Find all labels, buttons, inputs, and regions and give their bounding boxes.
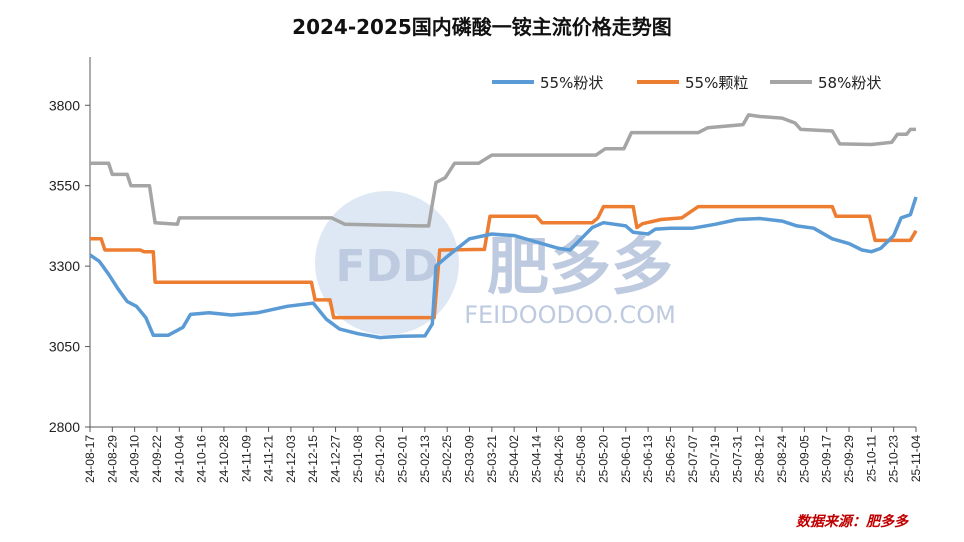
y-tick-label: 3050 xyxy=(49,339,80,355)
x-tick-label: 25-04-14 xyxy=(529,435,543,483)
x-tick-label: 25-01-08 xyxy=(351,435,365,483)
x-tick-label: 25-07-19 xyxy=(708,435,722,483)
x-tick-label: 25-02-01 xyxy=(396,435,410,483)
x-tick-label: 25-08-24 xyxy=(775,435,789,483)
x-tick-label: 25-06-25 xyxy=(663,435,677,483)
watermark: FDD 肥多多 FEIDOODOO.COM xyxy=(315,191,676,335)
x-tick-label: 25-08-12 xyxy=(753,435,767,483)
x-tick-label: 24-11-09 xyxy=(239,435,253,482)
x-tick-label: 24-10-04 xyxy=(172,435,186,483)
y-tick-label: 3300 xyxy=(49,258,80,274)
x-tick-label: 25-10-23 xyxy=(887,435,901,483)
y-tick-label: 3550 xyxy=(49,178,80,194)
series-line-1 xyxy=(89,196,918,340)
watermark-brand-url: FEIDOODOO.COM xyxy=(464,301,676,329)
legend-label-2: 55%颗粒 xyxy=(685,74,748,92)
x-tick-label: 24-11-21 xyxy=(262,435,276,482)
x-tick-label: 24-12-15 xyxy=(306,435,320,483)
x-tick-label: 25-01-20 xyxy=(373,435,387,483)
x-tick-label: 25-04-02 xyxy=(507,435,521,483)
series-line-3 xyxy=(90,113,916,228)
y-tick-label: 2800 xyxy=(49,419,80,435)
source-note: 数据来源：肥多多 xyxy=(796,513,909,530)
x-tick-label: 25-03-09 xyxy=(463,435,477,483)
x-tick-label: 24-10-16 xyxy=(195,435,209,483)
x-tick-label: 25-06-01 xyxy=(619,435,633,483)
x-tick-label: 25-06-13 xyxy=(641,435,655,483)
x-tick-label: 25-07-31 xyxy=(730,435,744,483)
x-tick-label: 24-10-28 xyxy=(217,435,231,483)
x-tick-label: 24-08-29 xyxy=(105,435,119,483)
x-tick-label: 25-09-29 xyxy=(842,435,856,483)
y-tick-label: 3800 xyxy=(49,97,80,113)
x-tick-label: 24-08-17 xyxy=(83,435,97,483)
x-tick-label: 25-03-21 xyxy=(485,435,499,483)
x-tick-label: 25-10-11 xyxy=(864,435,878,482)
legend: 55%粉状 55%颗粒 58%粉状 xyxy=(492,74,881,92)
legend-label-1: 55%粉状 xyxy=(540,74,603,92)
chart-title: 2024-2025国内磷酸一铵主流价格走势图 xyxy=(292,15,672,39)
watermark-logo-text: FDD xyxy=(335,241,438,292)
x-tick-label: 25-09-17 xyxy=(820,435,834,483)
x-tick-label: 25-04-26 xyxy=(552,435,566,483)
x-tick-label: 25-02-25 xyxy=(440,435,454,483)
legend-label-3: 58%粉状 xyxy=(818,74,881,92)
x-tick-label: 25-05-20 xyxy=(596,435,610,483)
x-tick-label: 24-09-10 xyxy=(128,435,142,483)
x-tick-label: 25-11-04 xyxy=(909,435,923,482)
y-axis: 2800 3050 3300 3550 3800 xyxy=(49,57,91,435)
x-tick-label: 24-12-27 xyxy=(329,435,343,483)
series-line-2 xyxy=(90,204,918,320)
x-tick-label: 24-12-03 xyxy=(284,435,298,483)
x-tick-label: 24-09-22 xyxy=(150,435,164,483)
series-layer xyxy=(89,113,918,340)
x-tick-label: 25-05-08 xyxy=(574,435,588,483)
x-tick-label: 25-02-13 xyxy=(418,435,432,483)
x-tick-label: 25-09-05 xyxy=(797,435,811,483)
x-tick-label: 25-07-07 xyxy=(686,435,700,483)
x-axis: 24-08-17 24-08-29 24-09-10 24-09-22 24-10-04… xyxy=(83,426,923,483)
